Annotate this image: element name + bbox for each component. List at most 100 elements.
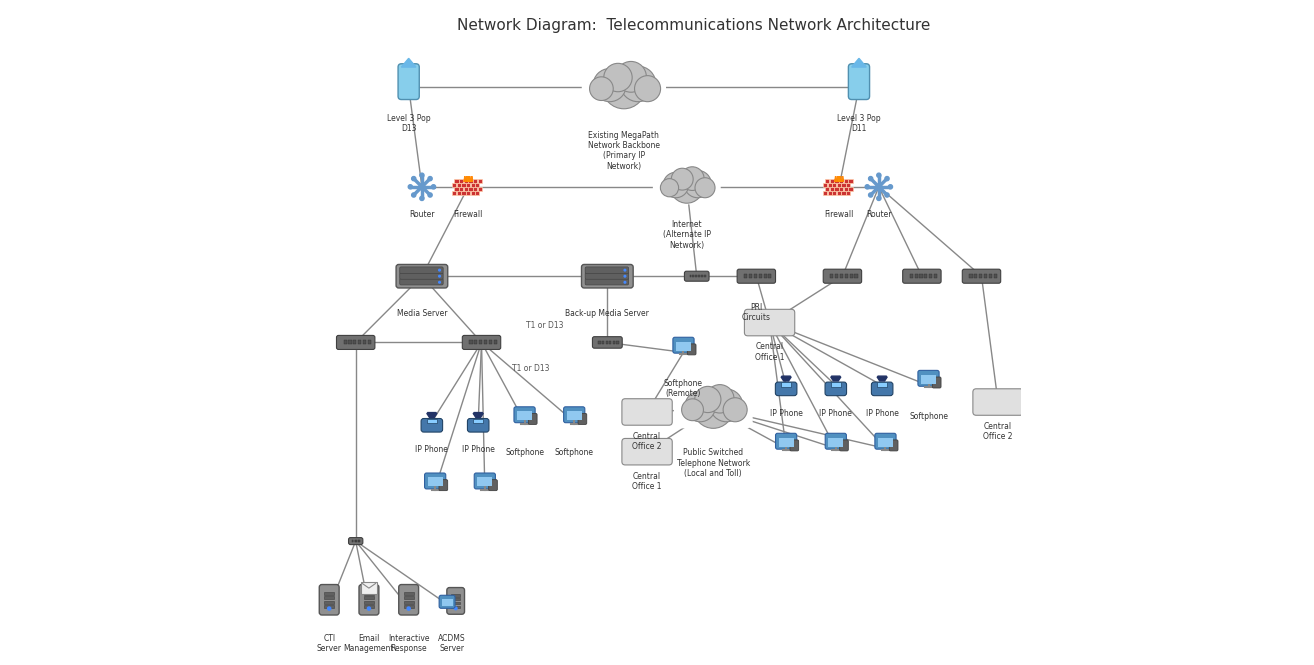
FancyBboxPatch shape	[828, 438, 844, 447]
Bar	[915, 274, 917, 278]
FancyBboxPatch shape	[775, 382, 796, 396]
Bar	[477, 188, 482, 191]
FancyBboxPatch shape	[593, 336, 623, 348]
Bar	[836, 274, 838, 278]
Bar	[476, 192, 480, 195]
FancyBboxPatch shape	[775, 434, 796, 449]
Bar	[457, 184, 461, 187]
FancyBboxPatch shape	[424, 473, 445, 489]
Circle shape	[888, 185, 892, 189]
Bar	[924, 274, 928, 278]
Text: IP Phone: IP Phone	[820, 409, 853, 418]
Circle shape	[710, 389, 742, 422]
Bar	[451, 594, 460, 597]
Bar	[459, 179, 464, 183]
FancyBboxPatch shape	[474, 473, 495, 489]
Bar	[840, 188, 844, 191]
Circle shape	[411, 193, 415, 197]
FancyBboxPatch shape	[875, 434, 896, 449]
Bar	[364, 600, 374, 604]
Circle shape	[409, 185, 413, 189]
Bar	[494, 340, 497, 344]
Circle shape	[420, 196, 424, 200]
Bar	[841, 192, 846, 195]
Bar	[828, 184, 832, 187]
Circle shape	[671, 168, 694, 190]
Circle shape	[620, 66, 656, 102]
Bar	[616, 341, 619, 344]
FancyBboxPatch shape	[319, 585, 339, 615]
FancyBboxPatch shape	[962, 269, 1001, 283]
Bar	[834, 179, 838, 183]
FancyBboxPatch shape	[516, 411, 532, 420]
Bar	[769, 274, 771, 278]
Bar	[610, 341, 611, 344]
Text: Interactive
Response: Interactive Response	[388, 634, 430, 653]
Bar	[606, 341, 608, 344]
Text: Public Switched
Telephone Network
(Local and Toll): Public Switched Telephone Network (Local…	[677, 448, 750, 478]
FancyBboxPatch shape	[359, 585, 378, 615]
Bar	[427, 419, 436, 424]
Bar	[364, 597, 374, 599]
Bar	[368, 340, 371, 344]
Circle shape	[869, 193, 872, 197]
Bar	[461, 192, 465, 195]
Circle shape	[695, 178, 715, 198]
Circle shape	[431, 185, 435, 189]
Text: Central
Office 2: Central Office 2	[983, 422, 1013, 442]
Bar	[763, 274, 766, 278]
Bar	[834, 188, 838, 191]
Bar	[845, 274, 848, 278]
Bar	[846, 192, 850, 195]
Bar	[452, 184, 456, 187]
Circle shape	[876, 196, 880, 200]
Circle shape	[685, 391, 716, 422]
Circle shape	[865, 185, 870, 189]
Bar	[698, 275, 700, 277]
Circle shape	[723, 398, 748, 422]
Text: Router: Router	[866, 210, 892, 219]
Circle shape	[368, 607, 371, 610]
Bar	[979, 274, 982, 278]
Circle shape	[615, 61, 646, 92]
Polygon shape	[427, 412, 436, 418]
Bar	[840, 179, 844, 183]
Text: T1 or D13: T1 or D13	[512, 364, 551, 374]
Text: Internet
(Alternate IP
Network): Internet (Alternate IP Network)	[662, 220, 711, 250]
FancyBboxPatch shape	[528, 414, 537, 424]
FancyBboxPatch shape	[972, 389, 1024, 415]
Bar	[909, 274, 913, 278]
FancyBboxPatch shape	[849, 64, 870, 100]
FancyBboxPatch shape	[582, 78, 666, 108]
Text: Back-up Media Server: Back-up Media Server	[565, 309, 649, 319]
FancyBboxPatch shape	[566, 411, 582, 420]
Bar	[841, 184, 846, 187]
Bar	[846, 184, 850, 187]
Bar	[934, 274, 937, 278]
Text: IP Phone: IP Phone	[415, 445, 448, 454]
Bar	[364, 592, 374, 595]
Bar	[782, 382, 791, 387]
Bar	[477, 179, 482, 183]
FancyBboxPatch shape	[578, 414, 587, 424]
Bar	[452, 192, 456, 195]
Circle shape	[635, 76, 661, 102]
Bar	[823, 192, 827, 195]
Bar	[464, 179, 468, 183]
FancyBboxPatch shape	[737, 269, 775, 283]
FancyBboxPatch shape	[933, 377, 941, 388]
Bar	[325, 605, 334, 608]
Bar	[473, 179, 477, 183]
Text: Media Server: Media Server	[397, 309, 447, 319]
Bar	[988, 274, 992, 278]
FancyBboxPatch shape	[399, 278, 443, 285]
FancyBboxPatch shape	[622, 399, 673, 425]
Circle shape	[664, 172, 689, 198]
FancyBboxPatch shape	[878, 438, 894, 447]
Bar	[744, 274, 748, 278]
Text: Central
Office 1: Central Office 1	[632, 471, 662, 491]
Bar	[325, 600, 334, 604]
Circle shape	[682, 399, 703, 421]
FancyBboxPatch shape	[399, 267, 443, 273]
Text: Email
Management: Email Management	[344, 634, 394, 653]
